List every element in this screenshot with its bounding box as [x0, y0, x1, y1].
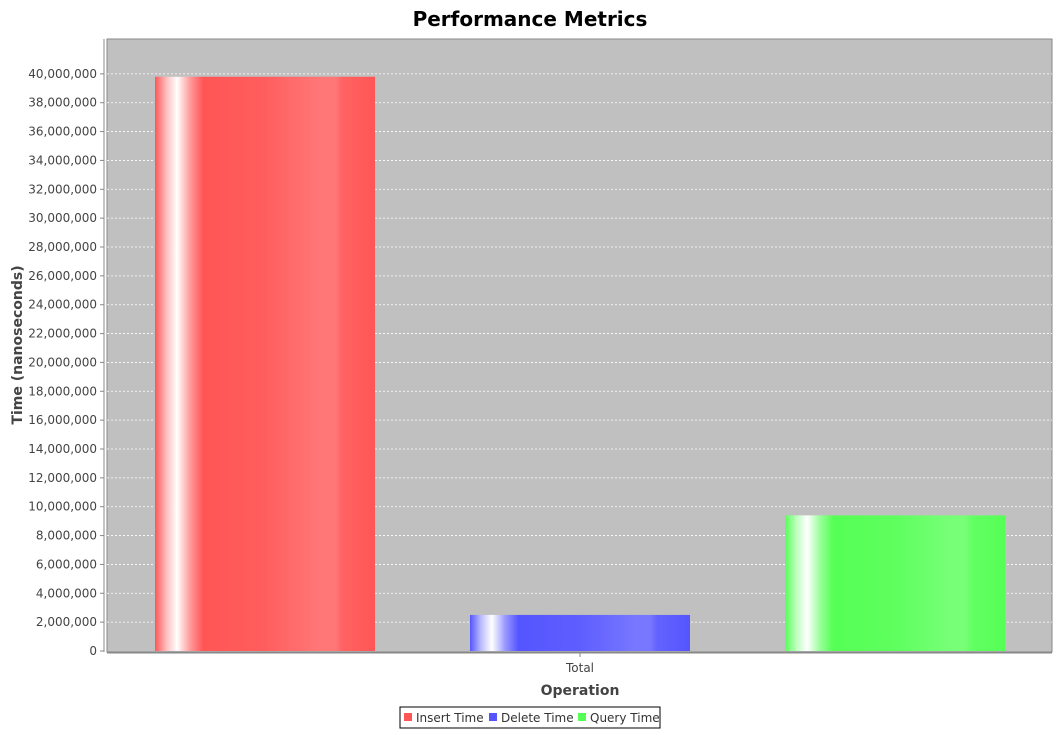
legend-label: Insert Time	[416, 711, 484, 725]
y-tick-label: 20,000,000	[28, 355, 97, 369]
y-tick-label: 12,000,000	[28, 471, 97, 485]
chart-title: Performance Metrics	[413, 7, 648, 31]
y-tick-label: 34,000,000	[28, 153, 97, 167]
legend-label: Delete Time	[501, 711, 574, 725]
bar-insert-time	[155, 76, 375, 651]
y-tick-label: 2,000,000	[36, 615, 97, 629]
legend-swatch	[578, 713, 586, 721]
legend-label: Query Time	[590, 711, 660, 725]
y-tick-label: 24,000,000	[28, 298, 97, 312]
y-axis-title: Time (nanoseconds)	[10, 265, 26, 424]
bars	[155, 76, 1005, 651]
y-tick-label: 30,000,000	[28, 211, 97, 225]
y-tick-label: 10,000,000	[28, 500, 97, 514]
y-tick-label: 32,000,000	[28, 182, 97, 196]
x-axis-title: Operation	[541, 683, 620, 699]
y-tick-label: 28,000,000	[28, 240, 97, 254]
y-tick-label: 16,000,000	[28, 413, 97, 427]
y-tick-label: 6,000,000	[36, 557, 97, 571]
legend-box	[399, 706, 661, 729]
y-tick-label: 38,000,000	[28, 96, 97, 110]
y-tick-label: 36,000,000	[28, 125, 97, 139]
axes: 0 2,000,000 4,000,000 6,000,000 8,000,000 10,…	[28, 39, 1052, 675]
y-tick-label: 14,000,000	[28, 442, 97, 456]
y-tick-label: 40,000,000	[28, 67, 97, 81]
y-tick-label: 22,000,000	[28, 327, 97, 341]
y-tick-label: 0	[89, 644, 97, 658]
legend: Insert Time Delete Time Query Time	[399, 706, 661, 729]
y-tick-label: 18,000,000	[28, 384, 97, 398]
y-tick-label: 26,000,000	[28, 269, 97, 283]
y-tick-label: 8,000,000	[36, 529, 97, 543]
bar-delete-time	[470, 614, 690, 651]
legend-swatch	[404, 713, 412, 721]
x-tick-label: Total	[565, 661, 594, 675]
legend-swatch	[489, 713, 497, 721]
bar-query-time	[785, 515, 1005, 651]
y-tick-label: 4,000,000	[36, 586, 97, 600]
